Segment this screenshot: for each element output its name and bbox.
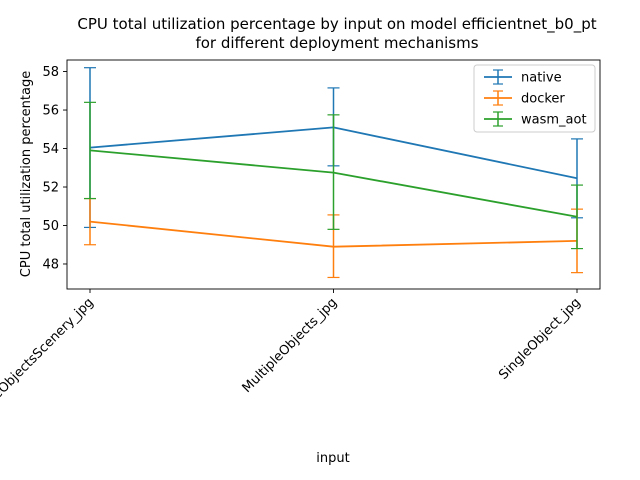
- y-tick-label-50: 50: [42, 219, 59, 234]
- series-line-wasm_aot: [89, 149, 578, 218]
- legend-label-wasm_aot: wasm_aot: [521, 113, 587, 128]
- y-tick-label-58: 58: [42, 65, 59, 80]
- legend: native docker wasm_aot: [473, 64, 596, 133]
- y-axis-label: CPU total utilization percentage: [19, 71, 34, 277]
- x-tick-label-2: SingleObject_jpg: [496, 295, 584, 383]
- x-axis-label: input: [316, 451, 349, 466]
- y-tick-label-48: 48: [42, 257, 59, 272]
- legend-box: [473, 64, 596, 133]
- chart-title-line1: CPU total utilization percentage by inpu…: [77, 15, 596, 34]
- x-tick-label-0: MultipleObjectsScenery_jpg: [0, 295, 97, 433]
- y-tick-label-52: 52: [42, 181, 59, 196]
- legend-label-docker: docker: [521, 92, 565, 107]
- series-line-docker: [89, 220, 578, 248]
- series-wasm_aot: [84, 101, 583, 250]
- y-tick-label-56: 56: [42, 104, 59, 119]
- legend-label-native: native: [521, 71, 562, 86]
- x-tick-label-1: MultipleObjects_jpg: [240, 295, 341, 396]
- y-tick-label-54: 54: [42, 142, 59, 157]
- chart-title-line2: for different deployment mechanisms: [195, 34, 478, 52]
